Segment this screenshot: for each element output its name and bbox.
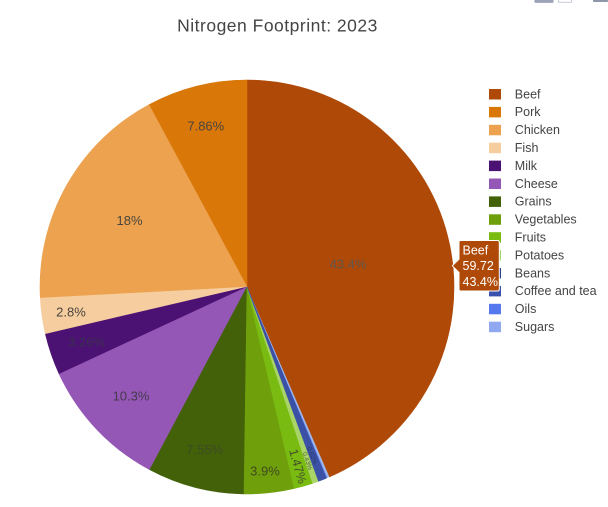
svg-text:18%: 18% [116, 213, 142, 228]
svg-text:7.55%: 7.55% [186, 442, 223, 457]
svg-text:3.9%: 3.9% [250, 463, 280, 478]
svg-text:Grains: Grains [515, 195, 552, 209]
svg-text:Beef: Beef [463, 243, 489, 257]
svg-text:Fish: Fish [515, 141, 539, 155]
svg-text:Oils: Oils [515, 302, 537, 316]
svg-text:Cheese: Cheese [515, 177, 558, 191]
svg-text:Sugars: Sugars [515, 320, 555, 334]
svg-text:Beef: Beef [515, 87, 541, 101]
svg-text:7.86%: 7.86% [187, 118, 224, 133]
svg-text:Milk: Milk [515, 159, 538, 173]
svg-text:2.8%: 2.8% [56, 304, 86, 319]
svg-text:3.26%: 3.26% [68, 334, 105, 349]
svg-text:Pork: Pork [515, 105, 541, 119]
svg-text:Chicken: Chicken [515, 123, 560, 137]
svg-text:Potatoes: Potatoes [515, 248, 564, 262]
svg-text:43.4%: 43.4% [463, 275, 498, 289]
svg-text:Vegetables: Vegetables [515, 213, 577, 227]
svg-text:43.4%: 43.4% [330, 256, 367, 271]
svg-text:Coffee and tea: Coffee and tea [515, 284, 597, 298]
svg-text:Nitrogen Footprint: 2023: Nitrogen Footprint: 2023 [177, 16, 378, 36]
svg-text:Beans: Beans [515, 266, 550, 280]
svg-text:10.3%: 10.3% [113, 388, 150, 403]
svg-text:59.72: 59.72 [463, 259, 494, 273]
svg-text:Fruits: Fruits [515, 231, 546, 245]
